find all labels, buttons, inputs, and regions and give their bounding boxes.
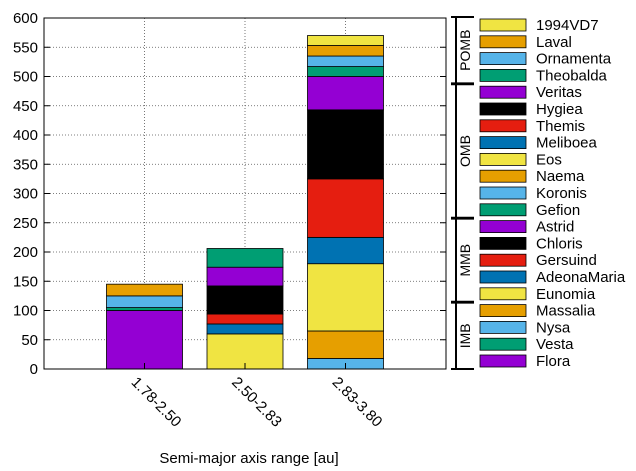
legend-label: Nysa [536, 319, 571, 336]
bar-segment-massalia [307, 330, 384, 359]
bracket-label: MMB [457, 244, 473, 277]
legend-swatch-eunomia [479, 287, 527, 301]
y-tick-label: 0 [30, 361, 38, 378]
legend-label: Naema [536, 168, 585, 185]
bar-segment-eos [307, 35, 384, 46]
legend-label: Meliboea [536, 135, 598, 152]
y-tick-label: 250 [13, 215, 38, 232]
bar-segment-koronis [307, 55, 384, 67]
bar-segment-chloris [307, 109, 384, 180]
legend-swatch-chloris [479, 236, 527, 250]
legend-label: Veritas [536, 84, 582, 101]
y-tick-label: 500 [13, 69, 38, 86]
x-tick-label: 2.50-2.83 [228, 374, 285, 431]
region-brackets: IMB MMB OMB POMB [451, 16, 474, 370]
bar-segment-adeonamaria [206, 323, 284, 335]
y-tick-label: 200 [13, 244, 38, 261]
legend-swatch-themis [479, 119, 527, 133]
legend-swatch-gefion [479, 203, 527, 217]
legend-label: 1994VD7 [536, 17, 599, 34]
legend-label: Eos [536, 151, 562, 168]
bar-segment-flora [106, 310, 183, 370]
legend-swatch-ornamenta [479, 52, 527, 65]
y-tick-label: 300 [13, 186, 38, 203]
y-tick-label: 350 [13, 156, 38, 173]
bar-segment-nysa [106, 295, 183, 308]
legend-label: Chloris [536, 235, 583, 252]
legend-swatch-koronis [479, 186, 527, 200]
x-tick-label: 2.83-3.80 [329, 374, 386, 431]
bracket-label: OMB [457, 135, 473, 167]
legend-swatch-astrid [479, 220, 527, 234]
legend-swatch-veritas [479, 85, 527, 99]
bar-segment-eunomia [307, 263, 384, 332]
legend-swatch-flora [479, 354, 527, 368]
y-tick-label: 400 [13, 127, 38, 144]
legend-label: Flora [536, 353, 571, 370]
y-tick-label: 100 [13, 303, 38, 320]
legend: 1994VD7LavalOrnamentaTheobaldaVeritasHyg… [479, 17, 626, 370]
y-tick-label: 450 [13, 98, 38, 115]
legend-swatch-1994vd7 [479, 18, 527, 32]
legend-swatch-gersuind [479, 253, 527, 267]
y-axis-ticks: 0 50 100 150 200 250 300 350 400 450 500 550 600 [13, 10, 446, 378]
y-tick-label: 150 [13, 273, 38, 290]
legend-swatch-theobalda [479, 69, 527, 82]
x-tick-label: 1.78-2.50 [128, 374, 185, 431]
bar-segment-astrid [307, 76, 384, 111]
legend-label: Gefion [536, 202, 580, 219]
legend-label: Theobalda [536, 67, 608, 84]
bar-segment-gersuind [206, 313, 284, 325]
legend-swatch-meliboea [479, 136, 527, 150]
bar-segment-adeonamaria [307, 236, 384, 265]
legend-label: Ornamenta [536, 51, 612, 68]
legend-label: Koronis [536, 185, 587, 202]
legend-swatch-massalia [479, 304, 527, 318]
legend-swatch-eos [479, 152, 527, 166]
legend-swatch-hygiea [479, 102, 527, 116]
legend-swatch-naema [479, 169, 527, 183]
legend-label: Laval [536, 34, 572, 51]
bar-segment-vesta [106, 307, 183, 311]
bar-segment-naema [307, 45, 384, 57]
legend-label: Themis [536, 118, 585, 135]
legend-swatch-nysa [479, 320, 527, 334]
bracket-label: IMB [457, 323, 473, 348]
x-axis-label: Semi-major axis range [au] [159, 450, 338, 467]
legend-label: Hygiea [536, 101, 583, 118]
bar-stacks [106, 35, 384, 370]
legend-label: Massalia [536, 303, 596, 320]
x-axis-ticks: 1.78-2.50 2.50-2.83 2.83-3.80 [128, 363, 386, 431]
y-tick-label: 550 [13, 39, 38, 56]
bar-segment-gefion [307, 66, 384, 77]
bracket-label: POMB [457, 30, 473, 71]
bar-segment-astrid [206, 266, 284, 287]
bar-segment-chloris [206, 285, 284, 315]
legend-label: Astrid [536, 219, 574, 236]
legend-swatch-vesta [479, 337, 527, 351]
legend-label: Eunomia [536, 286, 596, 303]
legend-label: AdeonaMaria [536, 269, 626, 286]
bar-segment-gersuind [307, 178, 384, 238]
y-tick-label: 600 [13, 10, 38, 27]
legend-swatch-adeonamaria [479, 270, 527, 284]
y-tick-label: 50 [21, 332, 38, 349]
bar-segment-gefion [206, 248, 284, 268]
bar-segment-massalia [106, 283, 183, 297]
legend-swatch-laval [479, 35, 527, 49]
legend-label: Gersuind [536, 252, 597, 269]
legend-label: Vesta [536, 336, 574, 353]
